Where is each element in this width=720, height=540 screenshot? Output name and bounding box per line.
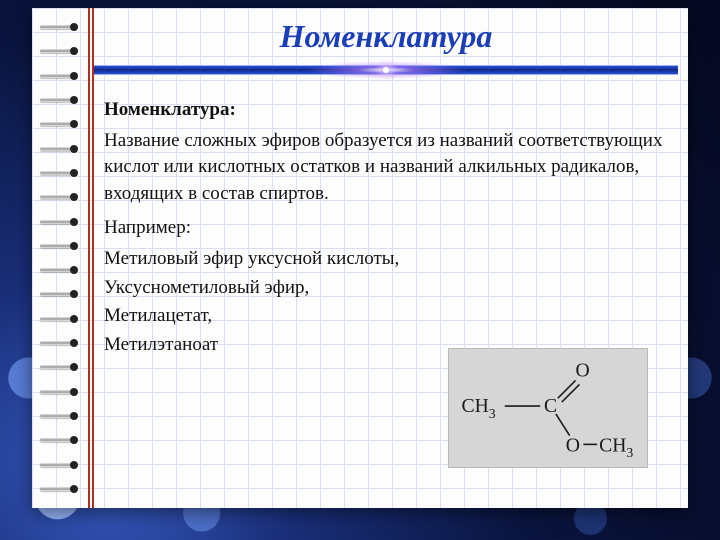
spiral-ring <box>38 46 78 56</box>
margin-line <box>88 8 90 508</box>
ester-name-item: Метиловый эфир уксусной кислоты, <box>104 246 668 273</box>
spiral-ring <box>38 217 78 227</box>
spiral-ring <box>38 168 78 178</box>
spiral-ring <box>38 460 78 470</box>
spiral-ring <box>38 289 78 299</box>
example-label: Например: <box>104 215 668 242</box>
spiral-ring <box>38 338 78 348</box>
names-list: Метиловый эфир уксусной кислоты,Уксусном… <box>104 246 668 358</box>
chem-o-bottom: O <box>566 434 580 456</box>
description-paragraph: Название сложных эфиров образуется из на… <box>104 128 668 208</box>
spiral-ring <box>38 265 78 275</box>
spiral-ring <box>38 95 78 105</box>
spiral-binding <box>38 22 78 494</box>
chemical-structure: CH3 C O O CH3 <box>448 348 648 468</box>
subtitle: Номенклатура: <box>104 97 668 124</box>
margin-line <box>92 8 94 508</box>
spiral-ring <box>38 22 78 32</box>
spiral-ring <box>38 362 78 372</box>
ester-name-item: Уксуснометиловый эфир, <box>104 275 668 302</box>
chem-bond-single <box>556 414 570 436</box>
notebook-paper: Номенклатура Номенклатура: Название слож… <box>32 8 688 508</box>
spiral-ring <box>38 314 78 324</box>
spiral-ring <box>38 144 78 154</box>
chem-ch3-right: CH3 <box>599 434 633 460</box>
spiral-ring <box>38 192 78 202</box>
title-separator <box>94 61 678 79</box>
chem-bond-double <box>562 384 580 402</box>
spiral-ring <box>38 411 78 421</box>
chem-bond-double <box>558 380 576 398</box>
body-text: Номенклатура: Название сложных эфиров об… <box>104 97 668 358</box>
spiral-ring <box>38 71 78 81</box>
chem-c-center: C <box>544 395 557 417</box>
chem-ch3-left: CH3 <box>461 395 495 421</box>
spiral-ring <box>38 241 78 251</box>
ester-name-item: Метилацетат, <box>104 303 668 330</box>
spiral-ring <box>38 484 78 494</box>
spiral-ring <box>38 435 78 445</box>
chem-o-top: O <box>576 360 590 382</box>
slide-title: Номенклатура <box>104 18 668 55</box>
spiral-ring <box>38 119 78 129</box>
spiral-ring <box>38 387 78 397</box>
